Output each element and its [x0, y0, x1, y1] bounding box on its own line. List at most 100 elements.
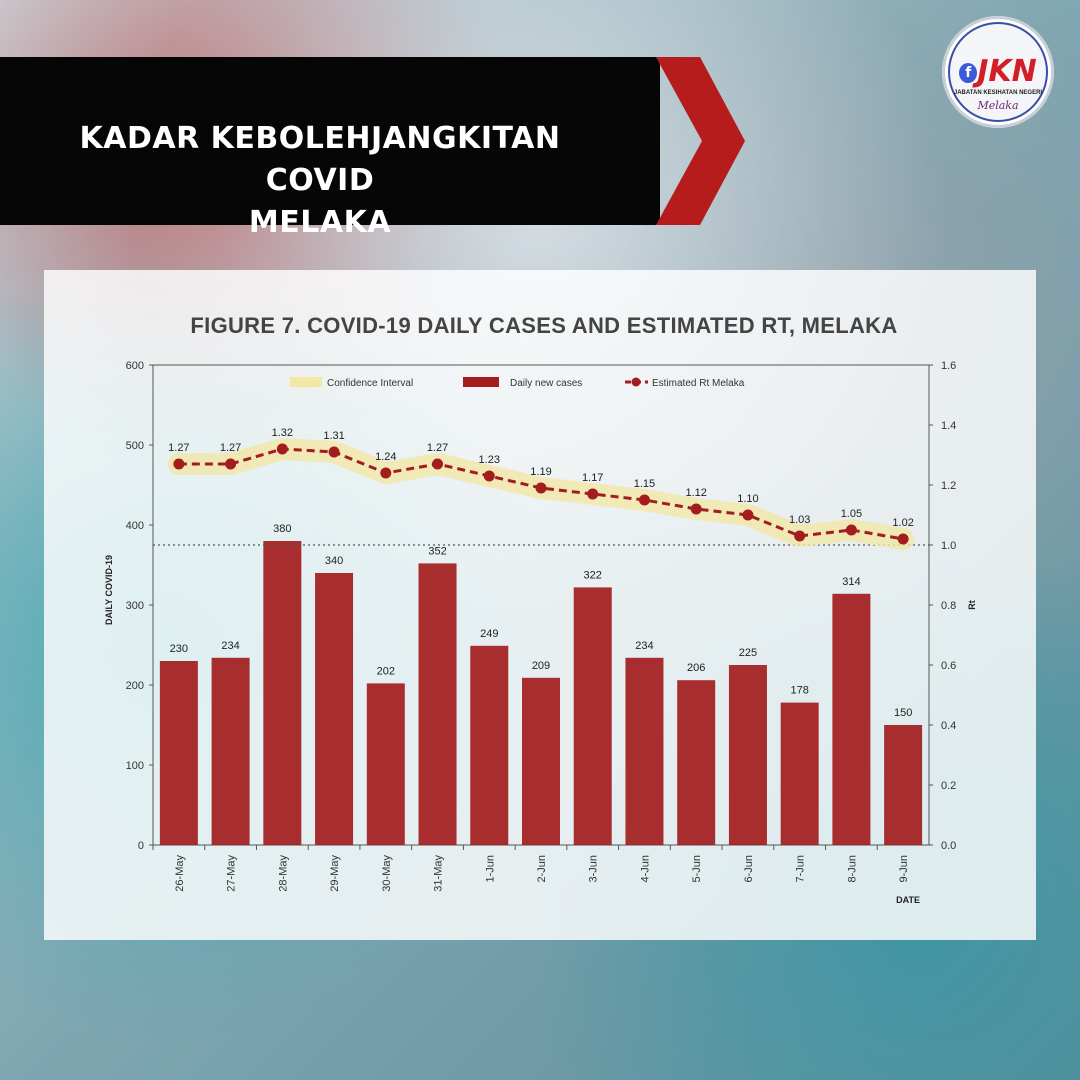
bar-value-label: 352 — [428, 545, 446, 557]
bar — [677, 680, 716, 845]
x-tick-label: 28-May — [277, 855, 289, 892]
bar — [470, 645, 509, 845]
bar — [884, 725, 923, 845]
rt-value-label: 1.17 — [582, 472, 603, 484]
x-tick-label: 29-May — [329, 855, 341, 892]
bar-value-label: 178 — [790, 685, 808, 697]
rt-point — [432, 458, 444, 470]
y2-tick-label: 0.8 — [941, 600, 956, 612]
x-tick-label: 26-May — [174, 855, 186, 892]
bar — [263, 541, 302, 845]
jkn-logo-mark: f JKN — [950, 54, 1046, 89]
jkn-logo-badge: f JKN JABATAN KESIHATAN NEGERI Melaka — [948, 22, 1048, 122]
bar-value-label: 234 — [221, 640, 239, 652]
rt-point — [535, 482, 547, 494]
y2-tick-label: 1.4 — [941, 420, 956, 432]
legend-ci-label: Confidence Interval — [327, 378, 413, 389]
banner-title: KADAR KEBOLEHJANGKITAN COVID MELAKA — [20, 118, 620, 244]
x-tick-label: 2-Jun — [536, 855, 548, 883]
jkn-logo-script: Melaka — [977, 99, 1019, 112]
y-tick-label: 400 — [126, 520, 144, 532]
rt-point — [483, 470, 495, 482]
rt-value-label: 1.19 — [530, 466, 551, 478]
rt-value-label: 1.27 — [427, 442, 448, 454]
rt-point — [276, 443, 288, 455]
legend-bar-swatch — [463, 377, 499, 387]
bar-value-label: 234 — [635, 640, 653, 652]
rt-point — [690, 503, 702, 515]
jkn-logo-text: JKN — [977, 54, 1037, 89]
y2-tick-label: 0.0 — [941, 840, 956, 852]
x-axis-title: DATE — [896, 895, 920, 905]
banner-title-line1: KADAR KEBOLEHJANGKITAN COVID — [79, 121, 561, 198]
y2-tick-label: 1.0 — [941, 540, 956, 552]
bar-value-label: 249 — [480, 628, 498, 640]
y-tick-label: 300 — [126, 600, 144, 612]
x-tick-label: 5-Jun — [691, 855, 703, 883]
x-tick-label: 4-Jun — [639, 855, 651, 883]
title-banner — [0, 57, 660, 225]
rt-value-label: 1.15 — [634, 478, 655, 490]
y-tick-label: 200 — [126, 680, 144, 692]
bar — [315, 573, 354, 845]
bar — [418, 563, 457, 845]
rt-value-label: 1.32 — [272, 427, 293, 439]
legend-rt-marker — [631, 377, 641, 387]
x-tick-label: 27-May — [226, 855, 238, 892]
y-tick-label: 500 — [126, 440, 144, 452]
y2-axis-title: Rt — [967, 600, 977, 610]
rt-point — [328, 446, 340, 458]
jkn-logo-subtitle: JABATAN KESIHATAN NEGERI — [953, 90, 1043, 96]
x-tick-label: 1-Jun — [484, 855, 496, 883]
rt-point — [380, 467, 392, 479]
bar-value-label: 322 — [584, 569, 602, 581]
bar-value-label: 225 — [739, 647, 757, 659]
rt-value-label: 1.27 — [168, 442, 189, 454]
y-tick-label: 0 — [138, 840, 144, 852]
rt-value-label: 1.02 — [892, 517, 913, 529]
legend-ci-swatch — [290, 377, 322, 387]
rt-value-label: 1.31 — [323, 430, 344, 442]
y-axis-title: DAILY COVID-19 — [104, 555, 114, 625]
y2-tick-label: 0.4 — [941, 720, 956, 732]
y2-tick-label: 0.2 — [941, 780, 956, 792]
bar-value-label: 380 — [273, 523, 291, 535]
bar-value-label: 230 — [170, 643, 188, 655]
rt-value-label: 1.24 — [375, 451, 396, 463]
y2-tick-label: 0.6 — [941, 660, 956, 672]
rt-point — [845, 524, 857, 536]
banner-title-line2: MELAKA — [248, 205, 392, 240]
banner-arrow-shape — [656, 57, 745, 225]
x-tick-label: 8-Jun — [846, 855, 858, 883]
bar — [366, 683, 405, 845]
bar — [159, 661, 198, 845]
x-tick-label: 3-Jun — [588, 855, 600, 883]
rt-value-label: 1.05 — [841, 508, 862, 520]
banner-arrow — [656, 57, 745, 225]
bar — [780, 702, 819, 845]
bar-value-label: 209 — [532, 660, 550, 672]
rt-value-label: 1.23 — [479, 454, 500, 466]
x-tick-label: 9-Jun — [898, 855, 910, 883]
bar-value-label: 206 — [687, 662, 705, 674]
bar — [522, 677, 560, 845]
rt-point — [794, 530, 806, 542]
bar — [625, 657, 664, 845]
rt-value-label: 1.10 — [737, 493, 758, 505]
bar — [832, 593, 871, 845]
x-tick-label: 31-May — [433, 855, 445, 892]
x-tick-label: 30-May — [381, 855, 393, 892]
rt-value-label: 1.27 — [220, 442, 241, 454]
bar-value-label: 150 — [894, 707, 912, 719]
jkn-logo: f JKN JABATAN KESIHATAN NEGERI Melaka — [942, 16, 1054, 128]
rt-point — [587, 488, 599, 500]
x-tick-label: 6-Jun — [743, 855, 755, 883]
y-tick-label: 600 — [126, 360, 144, 372]
rt-point — [638, 494, 650, 506]
bar-value-label: 340 — [325, 555, 343, 567]
rt-point — [742, 509, 754, 521]
y2-tick-label: 1.6 — [941, 360, 956, 372]
rt-point — [897, 533, 909, 545]
bar — [573, 587, 612, 845]
